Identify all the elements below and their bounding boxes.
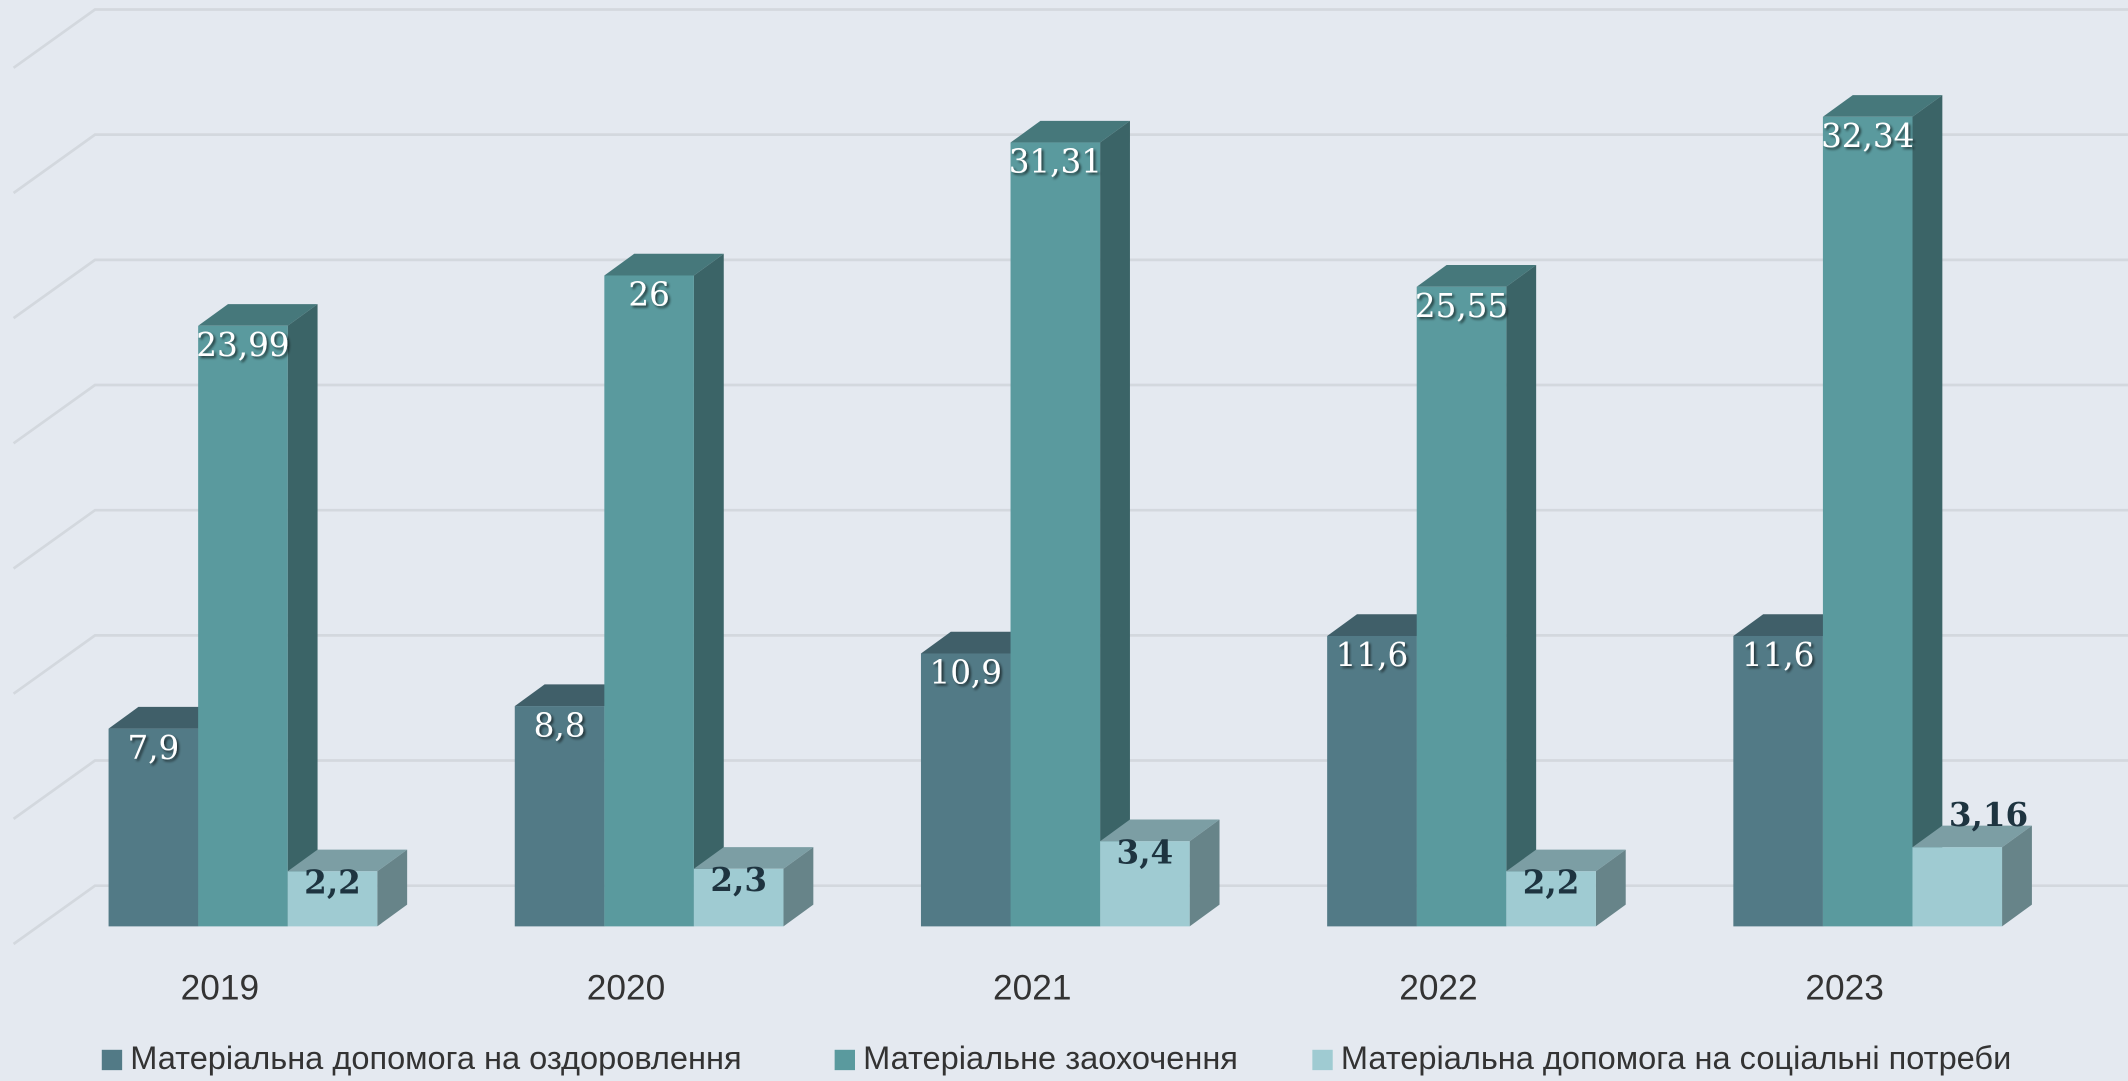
data-label: 25,55 — [1415, 287, 1508, 325]
data-label: 31,31 — [1009, 143, 1102, 181]
bar-top — [1416, 265, 1537, 287]
bar-front — [1010, 142, 1101, 927]
x-tick-label: 2021 — [993, 968, 1071, 1007]
data-label: 32,34 — [1821, 117, 1914, 155]
data-label: 11,6 — [1742, 636, 1814, 674]
bar-side — [783, 847, 814, 927]
legend-label: Матеріальна допомога на оздоровлення — [130, 1040, 741, 1076]
bar-front — [1416, 286, 1507, 927]
legend-label: Матеріальна допомога на соціальні потреб… — [1341, 1040, 2011, 1076]
bar-top — [287, 849, 408, 872]
bar — [1506, 849, 1626, 927]
bar-top — [1822, 95, 1943, 117]
bar-side — [377, 849, 408, 927]
bar-side — [1912, 95, 1943, 927]
bar-front — [108, 728, 199, 927]
data-label: 10,9 — [929, 654, 1001, 692]
data-label: 8,8 — [534, 706, 586, 744]
bar-top — [1912, 825, 2032, 848]
bar — [1100, 819, 1220, 927]
data-label: 3,4 — [1117, 832, 1174, 871]
bar-top — [198, 304, 318, 326]
grid-line — [12, 8, 2128, 69]
legend-label: Матеріальне заохочення — [863, 1040, 1238, 1076]
bar-front — [1822, 116, 1913, 927]
bar-front — [604, 275, 694, 927]
bar-front — [920, 653, 1011, 927]
grid-line — [12, 133, 2128, 195]
bar — [1822, 95, 1943, 927]
bar-top — [1010, 120, 1130, 143]
x-tick-label: 2023 — [1805, 968, 1883, 1007]
data-label: 23,99 — [196, 326, 289, 364]
bar — [604, 253, 724, 927]
bar — [1912, 825, 2032, 927]
bar-side — [1100, 120, 1130, 927]
bar — [1010, 120, 1130, 927]
data-label: 26 — [628, 276, 669, 314]
bar-side — [1189, 819, 1220, 927]
bar-front — [514, 706, 605, 927]
data-label: 11,6 — [1336, 636, 1408, 674]
bar-front — [198, 325, 288, 927]
legend-swatch — [834, 1049, 855, 1071]
bar — [198, 304, 318, 927]
grid-line — [12, 258, 2128, 320]
bar-side — [1506, 265, 1537, 927]
x-tick-label: 2019 — [181, 968, 259, 1007]
legend-swatch — [1312, 1049, 1333, 1071]
bar — [693, 847, 814, 927]
data-label: 2,3 — [710, 860, 767, 899]
bar-top — [604, 253, 724, 276]
bar-front — [1733, 635, 1823, 927]
bar-side — [287, 304, 318, 927]
bar-side — [693, 253, 724, 927]
bar-side — [1595, 849, 1626, 927]
data-label: 2,2 — [304, 862, 361, 901]
data-label: 3,16 — [1949, 795, 2028, 834]
bar-top — [1100, 819, 1220, 842]
bar-side — [2002, 825, 2032, 927]
bar — [287, 849, 408, 927]
x-tick-label: 2022 — [1399, 968, 1477, 1007]
bar-front — [693, 868, 784, 927]
x-tick-label: 2020 — [587, 968, 665, 1007]
bar-front — [1327, 635, 1417, 927]
bar-top — [1506, 849, 1626, 872]
bar-front — [1506, 871, 1596, 927]
bar-front — [1912, 847, 2003, 927]
legend-swatch — [101, 1049, 123, 1071]
bar-top — [693, 847, 814, 869]
data-label: 7,9 — [127, 729, 179, 767]
bar-front — [1100, 841, 1190, 927]
bar — [1416, 265, 1537, 927]
data-label: 2,2 — [1523, 862, 1580, 901]
bar-front — [287, 871, 378, 927]
